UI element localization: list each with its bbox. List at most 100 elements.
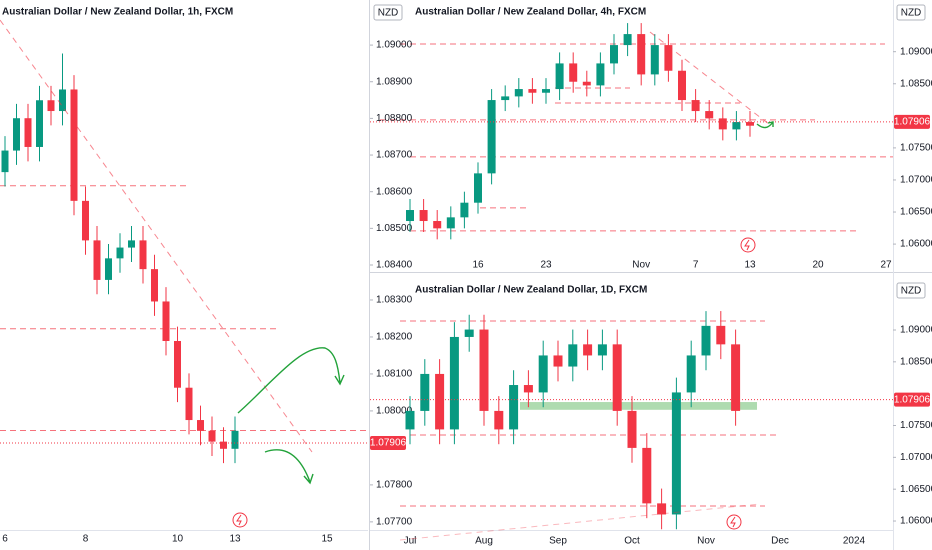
candle-body <box>528 89 537 93</box>
candle-body <box>435 373 445 430</box>
x-tick-label: 27 <box>880 260 892 271</box>
candle-body <box>139 240 147 270</box>
currency-label: NZD <box>901 8 922 19</box>
candle-body <box>716 325 726 345</box>
candle-body <box>494 410 504 430</box>
y-tick-label: 1.08700 <box>376 150 413 161</box>
candle-body <box>718 118 727 130</box>
candle-body <box>509 385 519 430</box>
y-tick-label: 1.08500 <box>376 223 413 234</box>
y2-tick-label: 1.07500 <box>900 420 932 431</box>
overlay-layer: 1.07906 1.07906 1.07906 <box>370 114 931 451</box>
candle-body <box>433 221 442 229</box>
y-tick-label: 1.08000 <box>376 406 413 417</box>
projection-arrow <box>237 347 341 414</box>
candle-body <box>731 344 741 411</box>
candle-body <box>555 63 564 90</box>
candle-body <box>420 373 430 411</box>
candle-body <box>523 385 533 393</box>
candle-body <box>650 45 659 75</box>
candle-body <box>406 210 414 222</box>
x-tick-label: 2024 <box>843 536 866 547</box>
price-tag <box>894 114 930 129</box>
candle-body <box>185 387 193 421</box>
candle-body <box>487 100 496 174</box>
candle-body <box>514 89 523 97</box>
price-tag-label: 1.07906 <box>370 438 407 449</box>
currency-label: NZD <box>378 8 399 19</box>
x-tick-label: Dec <box>771 536 789 547</box>
y2-tick-label: 1.09000 <box>900 46 932 57</box>
candle-body <box>105 258 112 280</box>
y2-tick-label: 1.08500 <box>900 356 932 367</box>
y-tick-label: 1.08900 <box>376 76 413 87</box>
price-tag-label: 1.07906 <box>894 394 931 405</box>
candle-body <box>553 355 563 367</box>
candle-body <box>657 503 667 515</box>
candle-body <box>36 100 43 147</box>
y2-tick-label: 1.06000 <box>900 516 932 527</box>
candle-body <box>47 100 55 112</box>
y-tick-label: 1.07800 <box>376 480 413 491</box>
candle-body <box>671 392 681 515</box>
candle-body <box>116 247 124 259</box>
support-zone <box>520 402 757 410</box>
arrow-head <box>334 374 345 386</box>
x-tick-label: 20 <box>812 260 824 271</box>
candle-body <box>128 240 135 248</box>
candle-body <box>13 118 20 151</box>
candle-body <box>678 70 686 101</box>
candle-body <box>612 344 622 411</box>
x-tick-label: 16 <box>472 260 484 271</box>
price-tag <box>894 392 930 407</box>
candle-body <box>542 89 550 93</box>
y2-tick-label: 1.07000 <box>900 175 932 186</box>
candle-body <box>231 430 239 449</box>
x-tick-label: Jul <box>404 536 417 547</box>
y-tick-label: 1.08400 <box>376 260 413 271</box>
x-tick-label: 6 <box>2 534 8 545</box>
candle-body <box>479 329 489 411</box>
candle-body <box>691 100 700 112</box>
candle-body <box>59 89 66 112</box>
candle-body <box>569 63 578 82</box>
chart-title: Australian Dollar / New Zealand Dollar, … <box>415 285 647 296</box>
candle-body <box>701 325 711 356</box>
x-tick-label: 8 <box>83 534 89 545</box>
candle-body <box>446 217 455 229</box>
chart-title: Australian Dollar / New Zealand Dollar, … <box>2 7 233 18</box>
candle-body <box>82 200 89 241</box>
currency-label: NZD <box>901 286 922 297</box>
candle-body <box>705 111 714 119</box>
candle-body <box>464 329 474 337</box>
trend-line <box>0 19 313 453</box>
candle-body <box>627 410 637 448</box>
candle-body <box>460 202 469 218</box>
x-tick-label: 10 <box>172 534 184 545</box>
y-tick-label: 1.08100 <box>376 369 413 380</box>
candle-body <box>151 269 158 302</box>
x-tick-label: 13 <box>744 260 756 271</box>
candle-body <box>637 34 646 75</box>
arrow-head <box>767 121 774 127</box>
candle-body <box>405 410 415 430</box>
candle-body <box>664 45 673 71</box>
event-icon <box>726 514 742 530</box>
candle-body <box>208 430 216 442</box>
candle-body <box>732 122 741 130</box>
price-tag-label: 1.07906 <box>894 116 931 127</box>
candle-body <box>746 122 754 126</box>
x-tick-label: 7 <box>693 260 699 271</box>
candle-body <box>70 89 78 201</box>
candle-body <box>583 344 593 356</box>
candle-body <box>449 336 459 430</box>
event-icon <box>740 237 756 253</box>
candle-body <box>474 173 482 203</box>
candle-body <box>642 447 652 504</box>
candle-body <box>174 340 181 388</box>
event-icon <box>232 512 248 528</box>
projection-arrow <box>756 121 774 129</box>
y-tick-label: 1.08300 <box>376 295 413 306</box>
